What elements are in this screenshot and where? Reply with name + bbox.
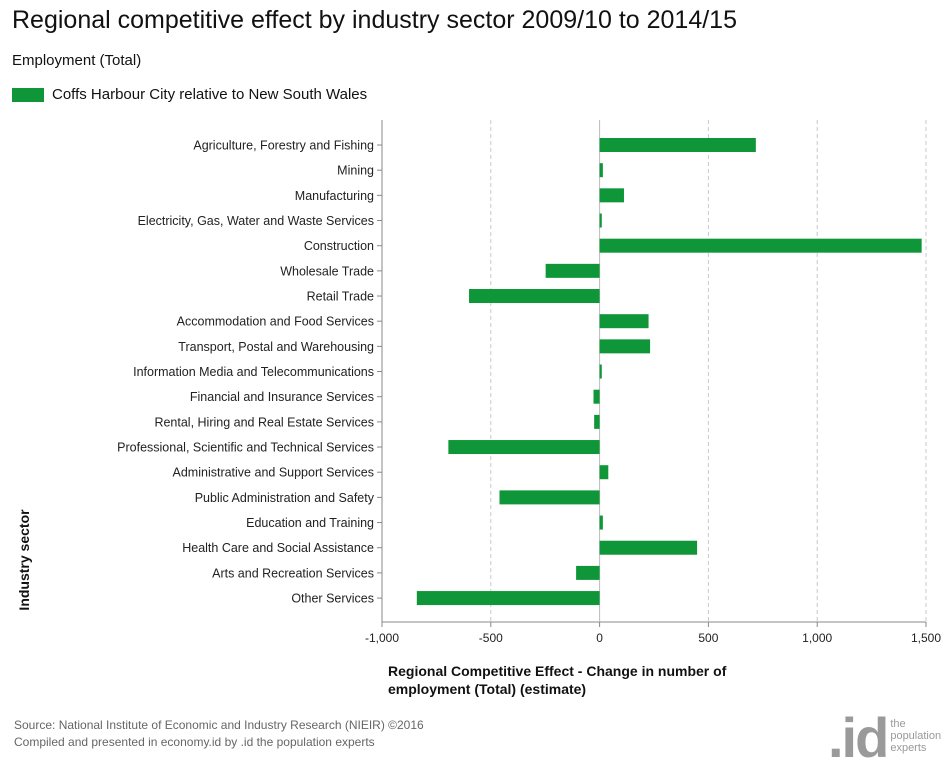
chart-title: Regional competitive effect by industry … xyxy=(12,6,737,34)
source-note: Source: National Institute of Economic a… xyxy=(14,717,424,751)
source-line-2: Compiled and presented in economy.id by … xyxy=(14,735,375,749)
category-label: Wholesale Trade xyxy=(280,264,374,278)
category-label: Agriculture, Forestry and Fishing xyxy=(193,139,374,153)
category-label: Public Administration and Safety xyxy=(195,491,375,505)
chart-subtitle: Employment (Total) xyxy=(12,52,142,69)
category-label: Health Care and Social Assistance xyxy=(182,541,374,555)
bar xyxy=(599,314,649,329)
category-label: Education and Training xyxy=(246,516,374,530)
category-label: Financial and Insurance Services xyxy=(190,390,374,404)
x-tick-label: 0 xyxy=(596,631,603,645)
logo-text: the population experts xyxy=(890,718,941,754)
category-label: Other Services xyxy=(291,592,374,606)
bar xyxy=(448,440,600,455)
category-label: Construction xyxy=(304,239,374,253)
bar xyxy=(599,515,603,530)
bar xyxy=(499,490,600,505)
logo-text-line-1: the xyxy=(890,718,906,730)
category-label: Arts and Recreation Services xyxy=(212,566,374,580)
bar xyxy=(416,591,600,606)
logo-text-line-2: population xyxy=(890,730,942,742)
legend-swatch xyxy=(12,87,44,102)
id-logo: .id the population experts xyxy=(828,710,941,766)
category-label: Electricity, Gas, Water and Waste Servic… xyxy=(138,214,374,228)
bar xyxy=(593,389,600,404)
x-tick-label: 1,500 xyxy=(911,631,941,645)
category-label: Retail Trade xyxy=(307,290,374,304)
legend: Coffs Harbour City relative to New South… xyxy=(12,86,367,103)
bar xyxy=(599,163,603,178)
category-label: Information Media and Telecommunications xyxy=(133,365,374,379)
bar xyxy=(599,138,756,152)
bar xyxy=(599,238,922,253)
category-label: Professional, Scientific and Technical S… xyxy=(117,441,374,455)
category-label: Mining xyxy=(337,164,374,178)
category-label: Transport, Postal and Warehousing xyxy=(178,340,374,354)
x-tick-label: 1,000 xyxy=(802,631,832,645)
category-label: Accommodation and Food Services xyxy=(177,315,374,329)
bar xyxy=(599,540,698,555)
bar-chart: -1,000 -500 0 500 1,000 1,500 Agriculture, For… xyxy=(117,120,941,645)
category-label: Rental, Hiring and Real Estate Services xyxy=(154,415,374,429)
bar xyxy=(576,565,600,580)
source-line-1: Source: National Institute of Economic a… xyxy=(14,718,424,732)
category-label: Administrative and Support Services xyxy=(173,466,374,480)
x-tick-label: -500 xyxy=(479,631,503,645)
bar xyxy=(545,263,600,278)
x-tick-label: 500 xyxy=(698,631,718,645)
bar xyxy=(599,465,609,480)
x-tick-label: -1,000 xyxy=(365,631,399,645)
y-axis-label: Industry sector xyxy=(16,509,32,611)
bar xyxy=(469,289,600,304)
bar xyxy=(599,213,602,228)
bar xyxy=(599,339,651,354)
bar xyxy=(599,364,602,379)
x-axis-label: Regional Competitive Effect - Change in … xyxy=(388,663,727,697)
bar xyxy=(599,188,624,203)
bar xyxy=(594,414,600,429)
legend-label: Coffs Harbour City relative to New South… xyxy=(52,86,368,103)
category-label: Manufacturing xyxy=(295,189,374,203)
logo-text-line-3: experts xyxy=(890,742,927,754)
logo-mark: .id xyxy=(828,706,889,769)
